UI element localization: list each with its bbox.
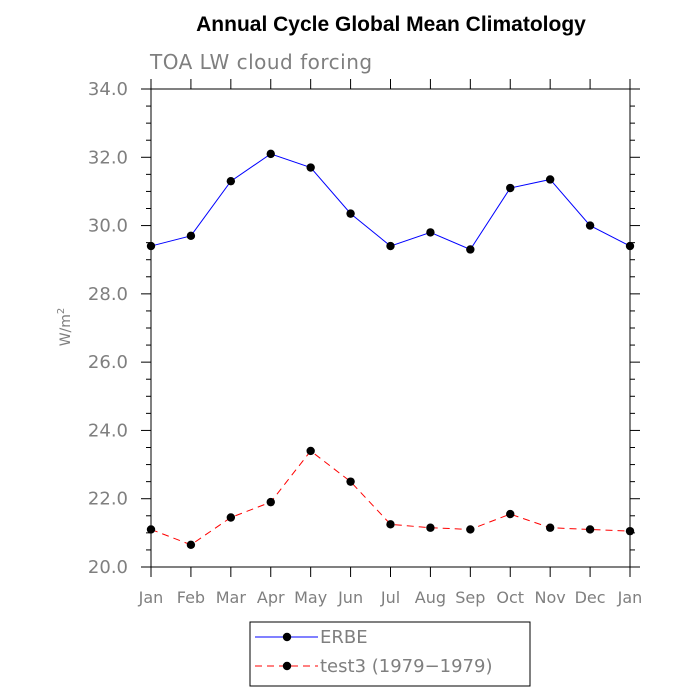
series-0-point xyxy=(426,228,435,237)
series-0-point xyxy=(346,209,355,218)
legend-label-erbe: ERBE xyxy=(320,627,368,648)
series-line-1 xyxy=(150,450,631,546)
legend-marker-erbe xyxy=(282,632,292,642)
series-line-0 xyxy=(150,153,631,251)
y-tick-label: 34.0 xyxy=(88,79,128,100)
y-axis-label-text: W/m xyxy=(58,314,74,346)
x-tick-label: Apr xyxy=(257,588,285,607)
series-0-point xyxy=(506,183,515,193)
x-tick-label: Jan xyxy=(617,588,643,607)
series-0-point xyxy=(466,245,475,254)
x-tick-label: Jun xyxy=(337,588,363,607)
plot-frame xyxy=(150,88,631,568)
series-0-point xyxy=(266,149,275,159)
chart-title: Annual Cycle Global Mean Climatology xyxy=(196,13,586,36)
x-tick-label: Nov xyxy=(535,588,566,607)
y-tick-label: 28.0 xyxy=(88,284,128,305)
series-1-point xyxy=(346,477,355,486)
y-tick-label: 20.0 xyxy=(88,557,128,578)
series-0-point xyxy=(146,241,156,251)
series-1-point xyxy=(146,525,156,534)
series-0-point xyxy=(226,176,236,186)
series-1-point xyxy=(506,509,515,519)
series-1-point xyxy=(426,523,435,532)
legend-box xyxy=(249,621,531,687)
axis-ticks xyxy=(141,79,640,577)
series-0-point xyxy=(545,175,555,184)
y-axis-label-superscript: 2 xyxy=(56,308,67,314)
x-tick-label: Dec xyxy=(575,588,606,607)
y-axis-label: W/m2 xyxy=(56,308,74,347)
series-1-point xyxy=(226,513,236,522)
x-tick-label: Jan xyxy=(138,588,164,607)
series-1-point xyxy=(545,523,555,532)
series-1-point xyxy=(625,526,635,536)
x-tick-label: Feb xyxy=(177,588,205,607)
series-0-point xyxy=(585,221,595,230)
series-0-point xyxy=(306,163,315,172)
x-tick-label: Oct xyxy=(496,588,524,607)
series-1-point xyxy=(306,446,315,456)
series-1-point xyxy=(466,525,475,534)
legend-label-test3: test3 (1979−1979) xyxy=(320,656,493,677)
series-layer xyxy=(146,149,635,550)
y-tick-label: 24.0 xyxy=(88,420,128,441)
series-0-point xyxy=(625,241,635,251)
chart-subtitle: TOA LW cloud forcing xyxy=(149,50,373,74)
series-1-point xyxy=(266,497,275,507)
series-1-point xyxy=(386,520,395,529)
y-tick-label: 30.0 xyxy=(88,216,128,237)
x-tick-label: Mar xyxy=(216,588,247,607)
series-1-point xyxy=(585,525,595,534)
y-tick-label: 22.0 xyxy=(88,489,128,510)
x-tick-label: Sep xyxy=(455,588,485,607)
x-tick-label: Aug xyxy=(415,588,446,607)
y-tick-labels: 20.0 22.0 24.0 26.0 28.0 30.0 32.0 34.0 xyxy=(88,79,128,578)
legend: ERBE test3 (1979−1979) xyxy=(249,621,531,687)
y-tick-label: 32.0 xyxy=(88,147,128,168)
x-tick-labels: Jan Feb Mar Apr May Jun Jul Aug Sep Oct Nov Dec Jan xyxy=(138,588,643,607)
legend-marker-test3 xyxy=(282,661,292,671)
series-1-point xyxy=(186,540,196,550)
x-tick-label: Jul xyxy=(380,588,400,607)
y-tick-label: 26.0 xyxy=(88,352,128,373)
svg-text:W/m2: W/m2 xyxy=(56,308,74,347)
series-0-point xyxy=(386,241,395,251)
series-0-point xyxy=(186,231,196,241)
x-tick-label: May xyxy=(294,588,327,607)
